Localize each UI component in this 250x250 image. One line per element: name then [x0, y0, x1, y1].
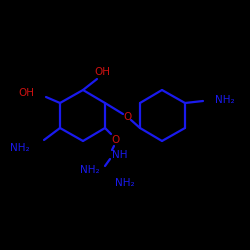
Text: OH: OH	[94, 67, 110, 77]
Text: NH₂: NH₂	[10, 143, 30, 153]
Text: O: O	[112, 135, 120, 145]
Text: NH: NH	[112, 150, 128, 160]
Text: O: O	[123, 112, 131, 122]
Text: OH: OH	[18, 88, 34, 98]
Text: NH₂: NH₂	[115, 178, 135, 188]
Text: NH₂: NH₂	[215, 95, 234, 105]
Text: NH₂: NH₂	[80, 165, 100, 175]
